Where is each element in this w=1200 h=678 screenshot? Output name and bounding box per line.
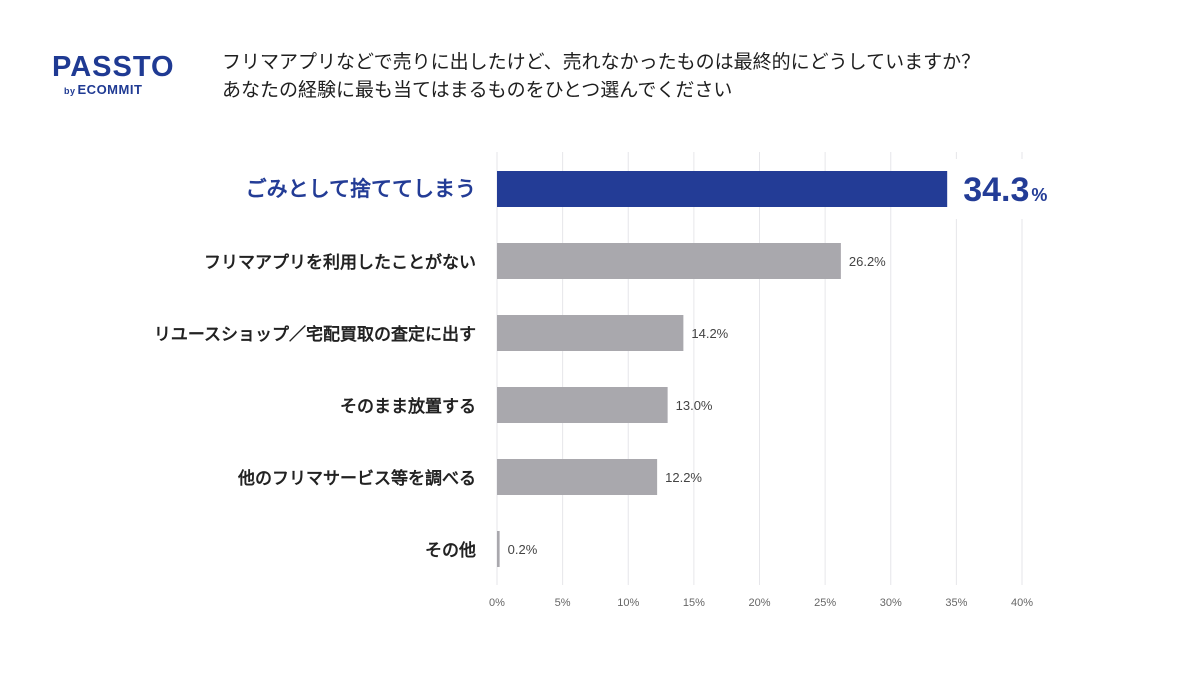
data-label: 34.3% <box>963 171 1047 209</box>
x-tick-label: 40% <box>1011 597 1033 609</box>
data-label: 12.2% <box>665 470 702 485</box>
data-label: 26.2% <box>849 254 886 269</box>
x-tick-label: 20% <box>748 597 770 609</box>
brand-by: by <box>64 86 76 96</box>
x-tick-label: 5% <box>555 597 571 609</box>
x-tick-label: 15% <box>683 597 705 609</box>
question-line-1: フリマアプリなどで売りに出したけど、売れなかったものは最終的にどうしていますか？ <box>222 51 981 73</box>
x-tick-label: 35% <box>945 597 967 609</box>
x-tick-label: 30% <box>880 597 902 609</box>
category-label: ごみとして捨ててしまう <box>246 177 476 201</box>
survey-question: フリマアプリなどで売りに出したけど、売れなかったものは最終的にどうしていますか？… <box>222 48 980 104</box>
category-label: その他 <box>425 540 476 561</box>
category-label: 他のフリマサービス等を調べる <box>237 468 476 489</box>
x-tick-label: 25% <box>814 597 836 609</box>
brand-sub: by ECOMMIT <box>64 82 177 99</box>
data-label-unit: % <box>1031 185 1047 205</box>
brand-logo: PASSTO by ECOMMIT <box>52 52 177 99</box>
data-label: 0.2% <box>508 542 538 557</box>
question-line-2: あなたの経験に最も当てはまるものをひとつ選んでください <box>222 79 733 101</box>
bar <box>497 315 684 351</box>
category-label: リユースショップ／宅配買取の査定に出す <box>154 324 476 345</box>
data-label: 13.0% <box>676 398 713 413</box>
data-label: 14.2% <box>691 326 728 341</box>
bar <box>497 531 500 567</box>
x-tick-label: 0% <box>489 597 505 609</box>
bar <box>497 243 841 279</box>
x-tick-label: 10% <box>617 597 639 609</box>
brand-company: ECOMMIT <box>77 82 143 97</box>
category-label: そのまま放置する <box>340 396 476 417</box>
category-label: フリマアプリを利用したことがない <box>204 252 476 273</box>
bar <box>497 459 658 495</box>
bar <box>497 171 948 207</box>
highlight-label-bg <box>955 159 1074 219</box>
brand-name: PASSTO <box>52 51 175 83</box>
bar <box>497 387 668 423</box>
